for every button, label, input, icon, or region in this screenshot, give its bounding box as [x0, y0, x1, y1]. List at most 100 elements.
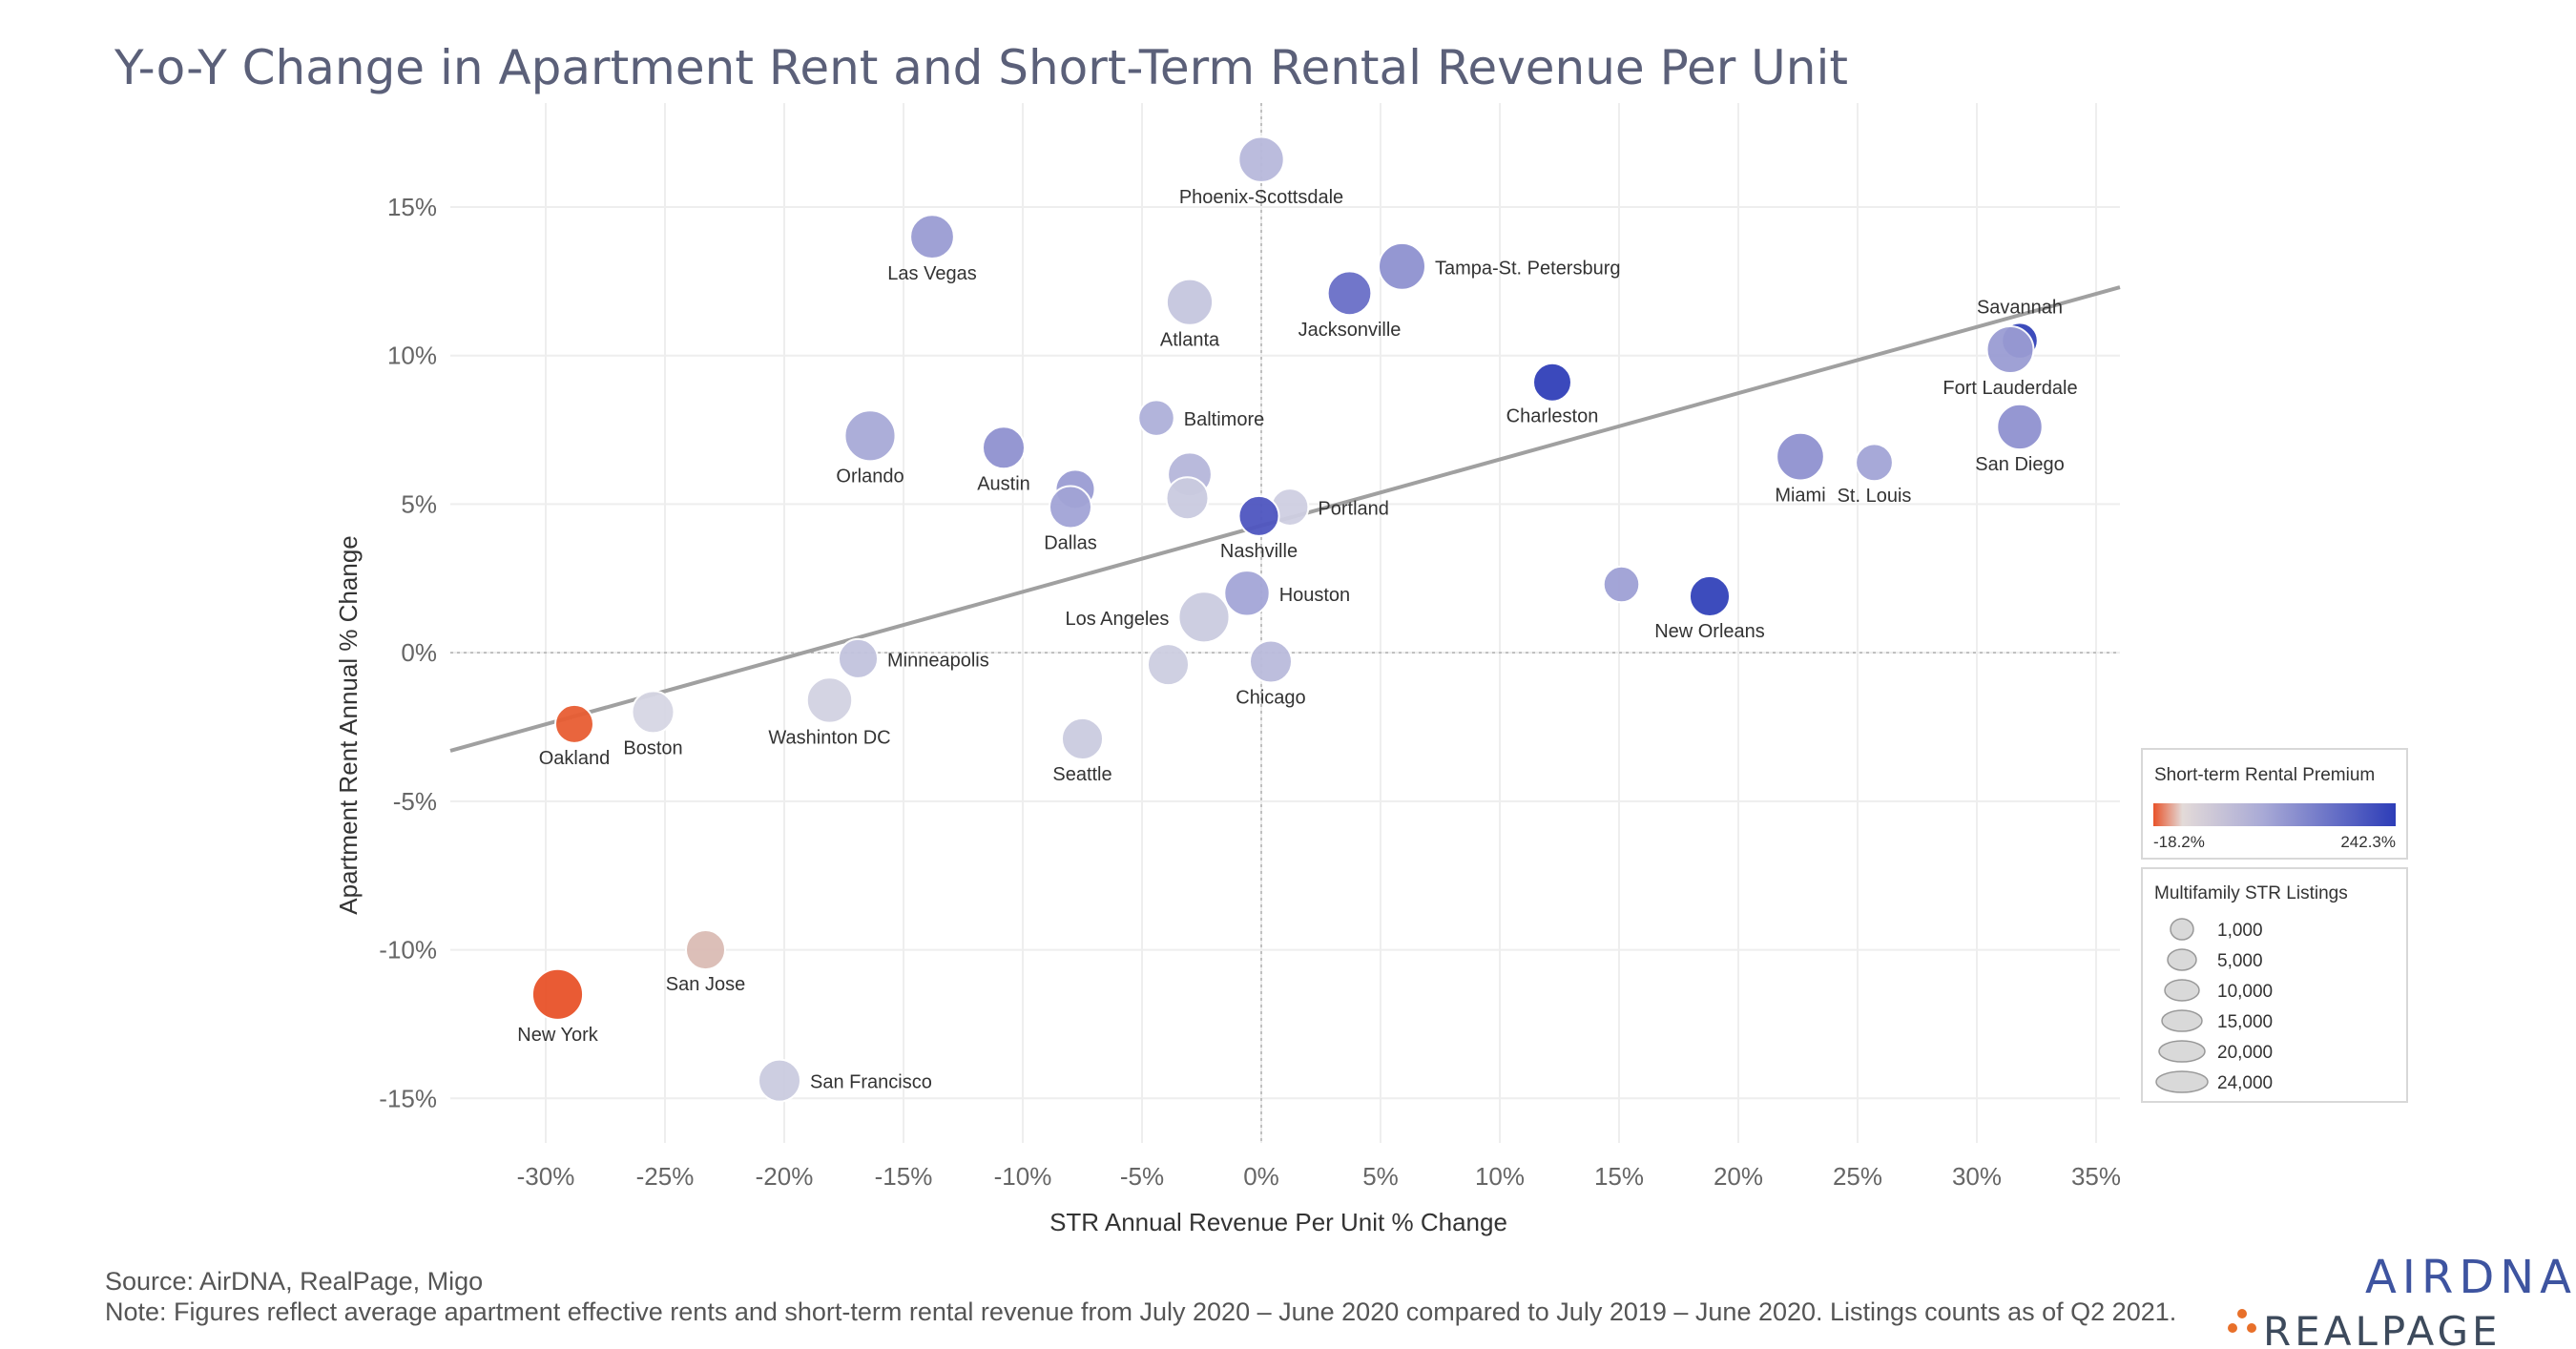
- size-legend-title: Multifamily STR Listings: [2154, 883, 2348, 903]
- y-tick-label: 15%: [387, 193, 437, 221]
- size-legend-label: 10,000: [2217, 982, 2273, 1002]
- x-tick-label: 30%: [1952, 1162, 2002, 1191]
- point-labels: Phoenix-Scottsdale Las Vegas Tampa-St. Pet…: [517, 187, 2077, 1093]
- data-point: [1602, 565, 1641, 604]
- data-point: [1223, 570, 1271, 617]
- size-legend: Multifamily STR Listings 1,000 5,000 10,00…: [2141, 867, 2408, 1103]
- color-legend-max: 242.3%: [2340, 833, 2396, 851]
- data-point: [631, 690, 675, 735]
- data-point: [1165, 476, 1210, 521]
- y-axis-ticks: -15% -10% -5% 0% 5% 10% 15%: [379, 193, 437, 1112]
- x-tick-label: 15%: [1594, 1162, 1644, 1191]
- size-legend-label: 24,000: [2217, 1073, 2273, 1093]
- realpage-dots-icon: [2228, 1309, 2256, 1333]
- data-point: [1985, 325, 2035, 374]
- size-legend-label: 20,000: [2217, 1043, 2273, 1063]
- note-text: Note: Figures reflect average apartment …: [105, 1297, 2176, 1326]
- point-label: San Francisco: [810, 1072, 932, 1093]
- data-point: [1237, 135, 1285, 183]
- data-point: [1776, 431, 1825, 482]
- data-point: [1249, 639, 1293, 684]
- point-label: St. Louis: [1838, 486, 1912, 507]
- data-point: [1177, 591, 1231, 644]
- chart-title: Y-o-Y Change in Apartment Rent and Short…: [114, 40, 1848, 95]
- source-text: Source: AirDNA, RealPage, Migo: [105, 1267, 483, 1296]
- data-point: [1137, 399, 1175, 437]
- size-legend-label: 5,000: [2217, 951, 2263, 971]
- point-label: Atlanta: [1160, 330, 1220, 351]
- size-legend-marker: [2158, 1040, 2206, 1063]
- size-legend-marker: [2161, 1009, 2203, 1032]
- x-tick-label: 10%: [1475, 1162, 1525, 1191]
- point-label: Nashville: [1220, 541, 1298, 562]
- realpage-logo: REALPAGE: [2263, 1308, 2502, 1349]
- size-legend-marker: [2155, 1070, 2209, 1093]
- point-label: San Jose: [666, 974, 745, 995]
- point-label: Orlando: [836, 466, 904, 487]
- data-point: [1237, 494, 1280, 537]
- data-point: [1049, 485, 1092, 529]
- x-tick-label: 20%: [1714, 1162, 1763, 1191]
- x-tick-label: -15%: [875, 1162, 933, 1191]
- point-label: San Diego: [1975, 454, 2064, 475]
- data-point: [1326, 270, 1373, 317]
- x-tick-label: -5%: [1120, 1162, 1164, 1191]
- color-legend: Short-term Rental Premium -18.2% 242.3%: [2141, 748, 2408, 860]
- point-label: Minneapolis: [887, 650, 989, 671]
- point-label: New Orleans: [1654, 621, 1765, 642]
- data-point: [684, 929, 727, 971]
- data-point: [1060, 716, 1105, 760]
- data-point: [1688, 574, 1732, 618]
- x-tick-label: 25%: [1833, 1162, 1882, 1191]
- color-legend-title: Short-term Rental Premium: [2154, 765, 2375, 785]
- y-tick-label: -15%: [379, 1084, 437, 1112]
- point-label: Washinton DC: [768, 728, 890, 749]
- data-point: [554, 703, 594, 744]
- point-label: Houston: [1279, 585, 1351, 606]
- point-label: Portland: [1318, 499, 1389, 520]
- data-point: [982, 425, 1026, 470]
- point-label: Savannah: [1977, 297, 2063, 318]
- size-legend-marker: [2164, 979, 2200, 1002]
- data-point: [1855, 443, 1894, 483]
- point-label: Oakland: [539, 748, 611, 769]
- size-legend-label: 1,000: [2217, 921, 2263, 941]
- point-label: Baltimore: [1184, 409, 1264, 430]
- point-label: Los Angeles: [1065, 609, 1169, 630]
- point-label: Tampa-St. Petersburg: [1435, 258, 1621, 279]
- x-tick-label: -20%: [756, 1162, 814, 1191]
- data-point: [805, 676, 854, 724]
- size-legend-marker: [2170, 918, 2194, 941]
- y-tick-label: 5%: [401, 489, 437, 518]
- point-label: Fort Lauderdale: [1942, 378, 2077, 399]
- y-tick-label: 10%: [387, 342, 437, 370]
- point-label: Jacksonville: [1298, 320, 1402, 341]
- data-points: [530, 135, 2044, 1103]
- x-tick-label: -10%: [994, 1162, 1052, 1191]
- point-label: Las Vegas: [887, 263, 976, 284]
- y-tick-label: -10%: [379, 936, 437, 965]
- y-tick-label: 0%: [401, 638, 437, 667]
- point-label: Charleston: [1506, 406, 1599, 427]
- color-legend-min: -18.2%: [2153, 833, 2205, 851]
- point-label: Phoenix-Scottsdale: [1179, 187, 1343, 208]
- data-point: [1378, 241, 1426, 291]
- point-label: Seattle: [1052, 764, 1111, 785]
- data-point: [1996, 403, 2044, 451]
- point-label: Chicago: [1236, 687, 1305, 708]
- y-tick-label: -5%: [393, 787, 437, 816]
- size-legend-marker: [2167, 948, 2197, 971]
- point-label: New York: [517, 1025, 598, 1046]
- data-point: [843, 409, 897, 463]
- airdna-logo: AIRDNA: [2365, 1251, 2576, 1304]
- data-point: [837, 637, 880, 679]
- point-label: Austin: [977, 473, 1030, 494]
- point-label: Dallas: [1044, 533, 1097, 554]
- data-point: [530, 967, 585, 1021]
- x-axis-ticks: -30% -25% -20% -15% -10% -5% 0% 5% 10% 15% 20% 25% 3…: [517, 1162, 2121, 1191]
- airdna-realpage-logo: AIRDNA REALPAGE: [2228, 1251, 2576, 1349]
- x-tick-label: 35%: [2071, 1162, 2121, 1191]
- data-point: [1146, 643, 1191, 687]
- x-tick-label: -25%: [636, 1162, 695, 1191]
